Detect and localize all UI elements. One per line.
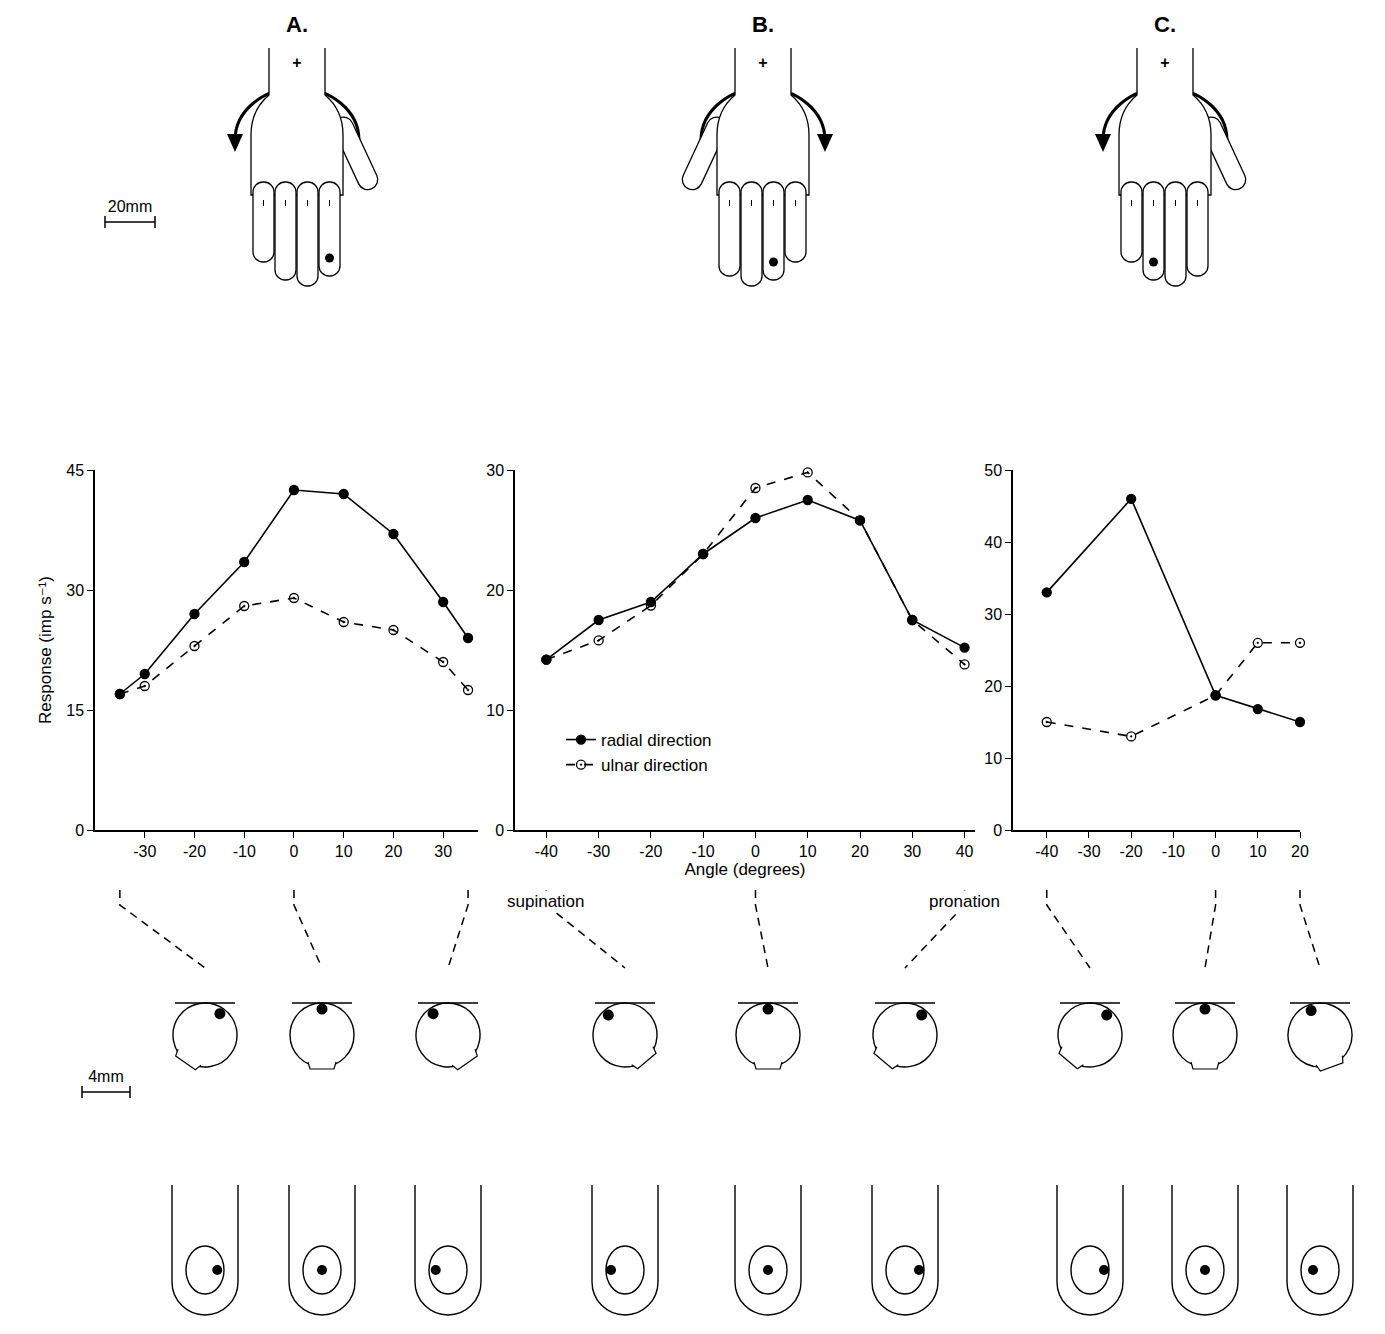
svg-text:-10: -10 — [692, 843, 715, 860]
svg-text:-30: -30 — [133, 843, 156, 860]
svg-text:-40: -40 — [1035, 843, 1058, 860]
svg-text:0: 0 — [751, 843, 760, 860]
svg-text:20mm: 20mm — [108, 198, 152, 215]
svg-text:-10: -10 — [233, 843, 256, 860]
svg-text:-10: -10 — [1162, 843, 1185, 860]
svg-text:10: 10 — [799, 843, 817, 860]
svg-text:B.: B. — [752, 12, 774, 37]
svg-text:A.: A. — [286, 12, 308, 37]
svg-text:20: 20 — [984, 678, 1002, 695]
svg-text:-40: -40 — [535, 843, 558, 860]
svg-text:0: 0 — [993, 822, 1002, 839]
svg-text:15: 15 — [66, 702, 84, 719]
svg-text:20: 20 — [1291, 843, 1309, 860]
svg-text:4mm: 4mm — [88, 1068, 124, 1085]
svg-text:0: 0 — [290, 843, 299, 860]
svg-text:-20: -20 — [1120, 843, 1143, 860]
svg-text:0: 0 — [1211, 843, 1220, 860]
svg-text:pronation: pronation — [929, 892, 1000, 911]
svg-text:10: 10 — [486, 702, 504, 719]
svg-text:ulnar direction: ulnar direction — [601, 756, 708, 775]
svg-text:C.: C. — [1154, 12, 1176, 37]
svg-text:Response (imp s⁻¹): Response (imp s⁻¹) — [36, 576, 55, 724]
svg-text:-20: -20 — [639, 843, 662, 860]
svg-text:20: 20 — [385, 843, 403, 860]
svg-text:10: 10 — [1249, 843, 1267, 860]
svg-text:+: + — [292, 54, 301, 71]
svg-text:40: 40 — [984, 534, 1002, 551]
svg-text:0: 0 — [495, 822, 504, 839]
svg-text:20: 20 — [486, 582, 504, 599]
svg-text:50: 50 — [984, 462, 1002, 479]
svg-text:radial direction: radial direction — [601, 731, 712, 750]
svg-text:10: 10 — [984, 750, 1002, 767]
svg-text:10: 10 — [335, 843, 353, 860]
svg-text:+: + — [1160, 54, 1169, 71]
svg-text:30: 30 — [486, 462, 504, 479]
svg-text:-30: -30 — [1077, 843, 1100, 860]
svg-text:-20: -20 — [183, 843, 206, 860]
svg-text:30: 30 — [434, 843, 452, 860]
svg-text:0: 0 — [75, 822, 84, 839]
svg-text:Angle (degrees): Angle (degrees) — [685, 860, 806, 879]
svg-text:-30: -30 — [587, 843, 610, 860]
svg-text:supination: supination — [507, 892, 585, 911]
svg-text:30: 30 — [903, 843, 921, 860]
svg-text:40: 40 — [956, 843, 974, 860]
svg-text:30: 30 — [66, 582, 84, 599]
svg-text:+: + — [758, 54, 767, 71]
svg-text:30: 30 — [984, 606, 1002, 623]
svg-text:20: 20 — [851, 843, 869, 860]
svg-text:45: 45 — [66, 462, 84, 479]
